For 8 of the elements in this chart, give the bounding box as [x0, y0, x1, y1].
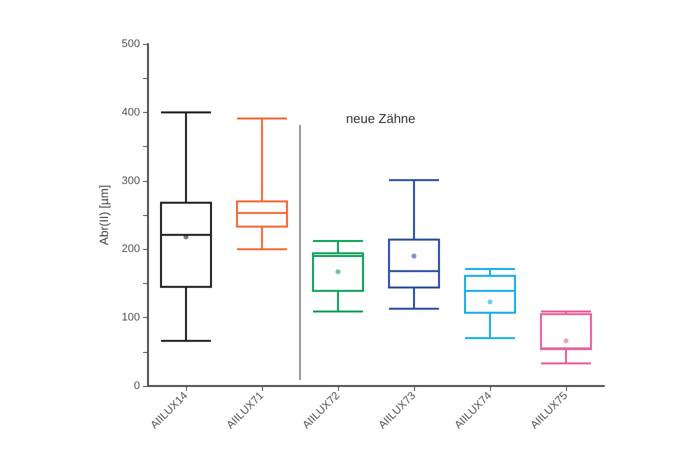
annotation: neue Zähne [346, 111, 416, 126]
y-tick-label: 300 [122, 174, 140, 187]
y-tick-label: 200 [122, 243, 140, 256]
y-tick-label: 400 [122, 106, 140, 118]
y-tick-label: 500 [122, 38, 140, 50]
y-tick-label: 0 [134, 380, 140, 392]
y-axis-title: Abr(II) [µm] [97, 184, 111, 246]
y-tick-label: 100 [122, 312, 140, 324]
